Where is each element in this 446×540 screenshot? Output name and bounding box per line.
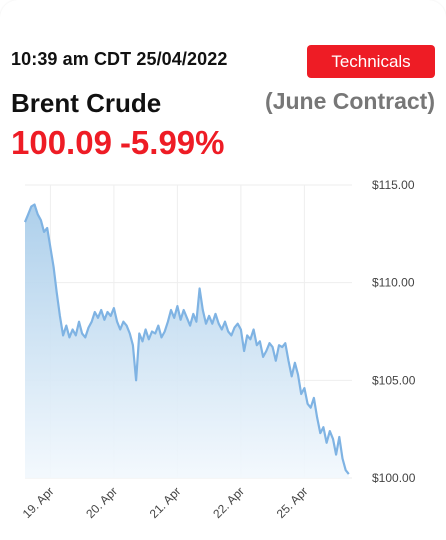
price-area (25, 204, 349, 478)
y-axis: $100.00 $105.00 $110.00 $115.00 (372, 178, 416, 485)
x-tick-label: 25. Apr (274, 484, 311, 521)
technicals-button[interactable]: Technicals (307, 45, 435, 78)
contract-label: (June Contract) (265, 88, 435, 114)
x-tick-label: 20. Apr (83, 484, 120, 521)
x-tick-label: 21. Apr (147, 484, 184, 521)
price-line: 100.09 -5.99% (11, 124, 225, 162)
y-tick-label: $105.00 (372, 373, 416, 387)
price-chart: $100.00 $105.00 $110.00 $115.00 19. Apr 20. … (20, 178, 416, 521)
timestamp: 10:39 am CDT 25/04/2022 (11, 49, 228, 69)
x-axis: 19. Apr 20. Apr 21. Apr 22. Apr 25. Apr (20, 484, 311, 521)
y-tick-label: $110.00 (372, 276, 415, 290)
y-tick-label: $115.00 (372, 178, 415, 192)
y-tick-label: $100.00 (372, 471, 416, 485)
price-line-series (23, 203, 350, 475)
percent-change: -5.99% (119, 124, 225, 161)
last-price: 100.09 (11, 124, 112, 161)
instrument-name: Brent Crude (11, 88, 162, 118)
x-tick-label: 19. Apr (20, 484, 57, 521)
x-tick-label: 22. Apr (210, 484, 247, 521)
